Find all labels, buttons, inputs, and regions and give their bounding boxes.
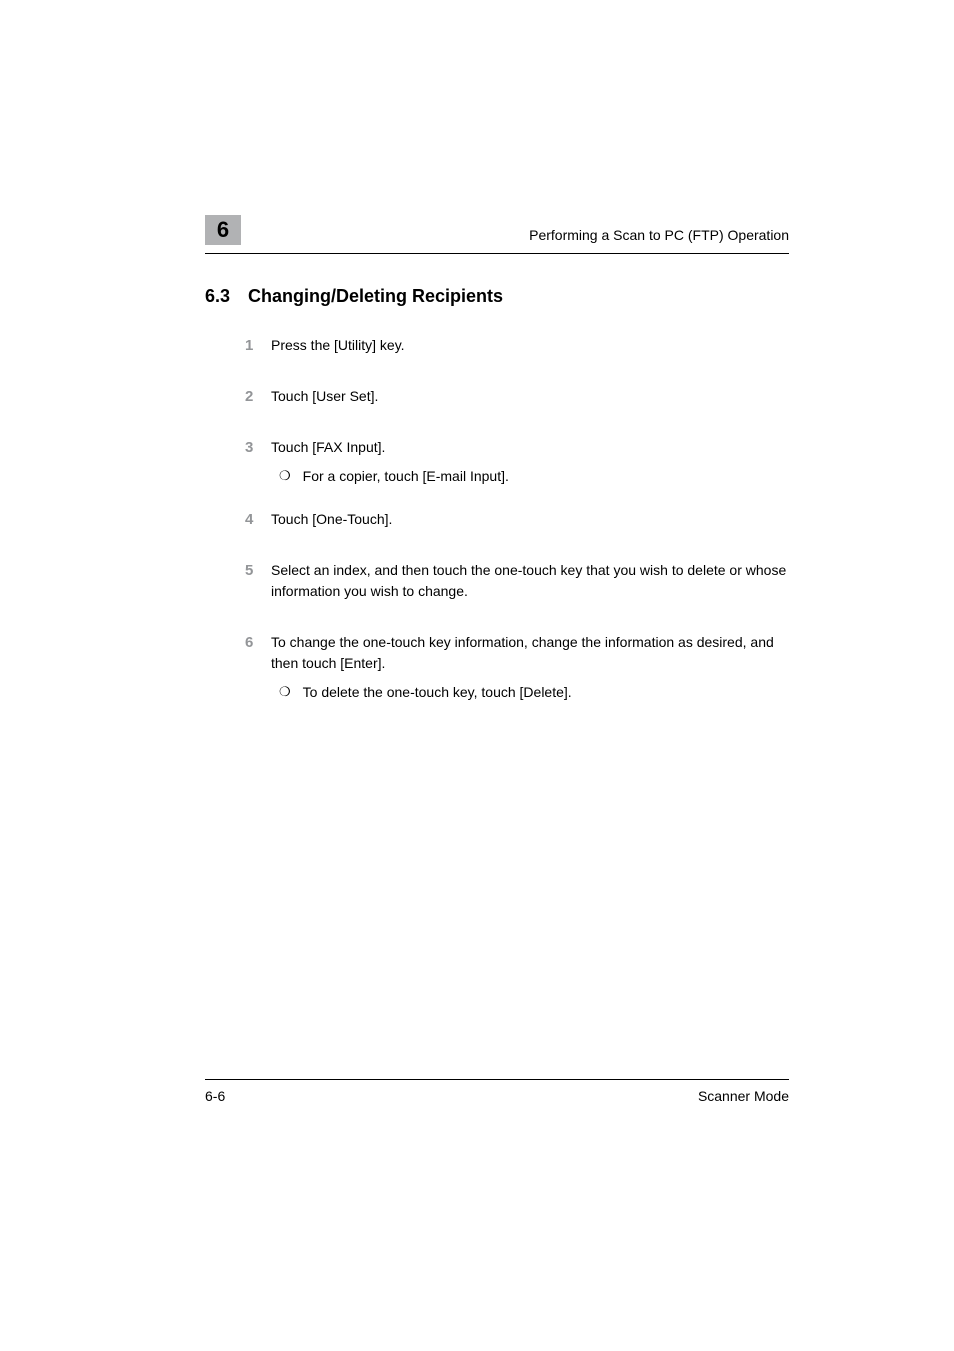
step-number: 1 xyxy=(245,335,271,364)
step-list: 1 Press the [Utility] key. 2 Touch [User… xyxy=(205,335,789,703)
step-text: To change the one-touch key information,… xyxy=(271,632,789,674)
footer-rule xyxy=(205,1079,789,1080)
step-body: Touch [One-Touch]. xyxy=(271,509,789,538)
step-item: 4 Touch [One-Touch]. xyxy=(245,509,789,538)
step-number: 2 xyxy=(245,386,271,415)
chapter-title: Performing a Scan to PC (FTP) Operation xyxy=(253,227,789,245)
step-body: To change the one-touch key information,… xyxy=(271,632,789,703)
step-item: 1 Press the [Utility] key. xyxy=(245,335,789,364)
step-body: Touch [FAX Input]. ❍ For a copier, touch… xyxy=(271,437,789,487)
page-container: 6 Performing a Scan to PC (FTP) Operatio… xyxy=(0,0,954,1351)
sub-item: ❍ To delete the one-touch key, touch [De… xyxy=(271,682,789,703)
sub-item: ❍ For a copier, touch [E-mail Input]. xyxy=(271,466,789,487)
step-text: Touch [One-Touch]. xyxy=(271,509,789,530)
sub-text: To delete the one-touch key, touch [Dele… xyxy=(303,682,572,703)
step-text: Press the [Utility] key. xyxy=(271,335,789,356)
step-item: 2 Touch [User Set]. xyxy=(245,386,789,415)
step-number: 3 xyxy=(245,437,271,487)
doc-title: Scanner Mode xyxy=(698,1088,789,1104)
step-item: 6 To change the one-touch key informatio… xyxy=(245,632,789,703)
section-number: 6.3 xyxy=(205,286,230,307)
step-body: Select an index, and then touch the one-… xyxy=(271,560,789,610)
footer-row: 6-6 Scanner Mode xyxy=(205,1088,789,1104)
section-title-text: Changing/Deleting Recipients xyxy=(248,286,503,306)
step-text: Touch [User Set]. xyxy=(271,386,789,407)
page-footer: 6-6 Scanner Mode xyxy=(205,1079,789,1104)
step-body: Touch [User Set]. xyxy=(271,386,789,415)
step-number: 5 xyxy=(245,560,271,610)
page-number: 6-6 xyxy=(205,1088,225,1104)
step-number: 4 xyxy=(245,509,271,538)
header-rule xyxy=(205,253,789,254)
step-item: 5 Select an index, and then touch the on… xyxy=(245,560,789,610)
circle-bullet-icon: ❍ xyxy=(279,682,291,703)
header-row: 6 Performing a Scan to PC (FTP) Operatio… xyxy=(205,215,789,245)
step-item: 3 Touch [FAX Input]. ❍ For a copier, tou… xyxy=(245,437,789,487)
chapter-number: 6 xyxy=(217,217,229,243)
step-text: Select an index, and then touch the one-… xyxy=(271,560,789,602)
circle-bullet-icon: ❍ xyxy=(279,466,291,487)
step-body: Press the [Utility] key. xyxy=(271,335,789,364)
section-heading: 6.3 Changing/Deleting Recipients xyxy=(205,286,789,307)
step-number: 6 xyxy=(245,632,271,703)
step-text: Touch [FAX Input]. xyxy=(271,437,789,458)
sub-text: For a copier, touch [E-mail Input]. xyxy=(303,466,509,487)
chapter-number-box: 6 xyxy=(205,215,241,245)
